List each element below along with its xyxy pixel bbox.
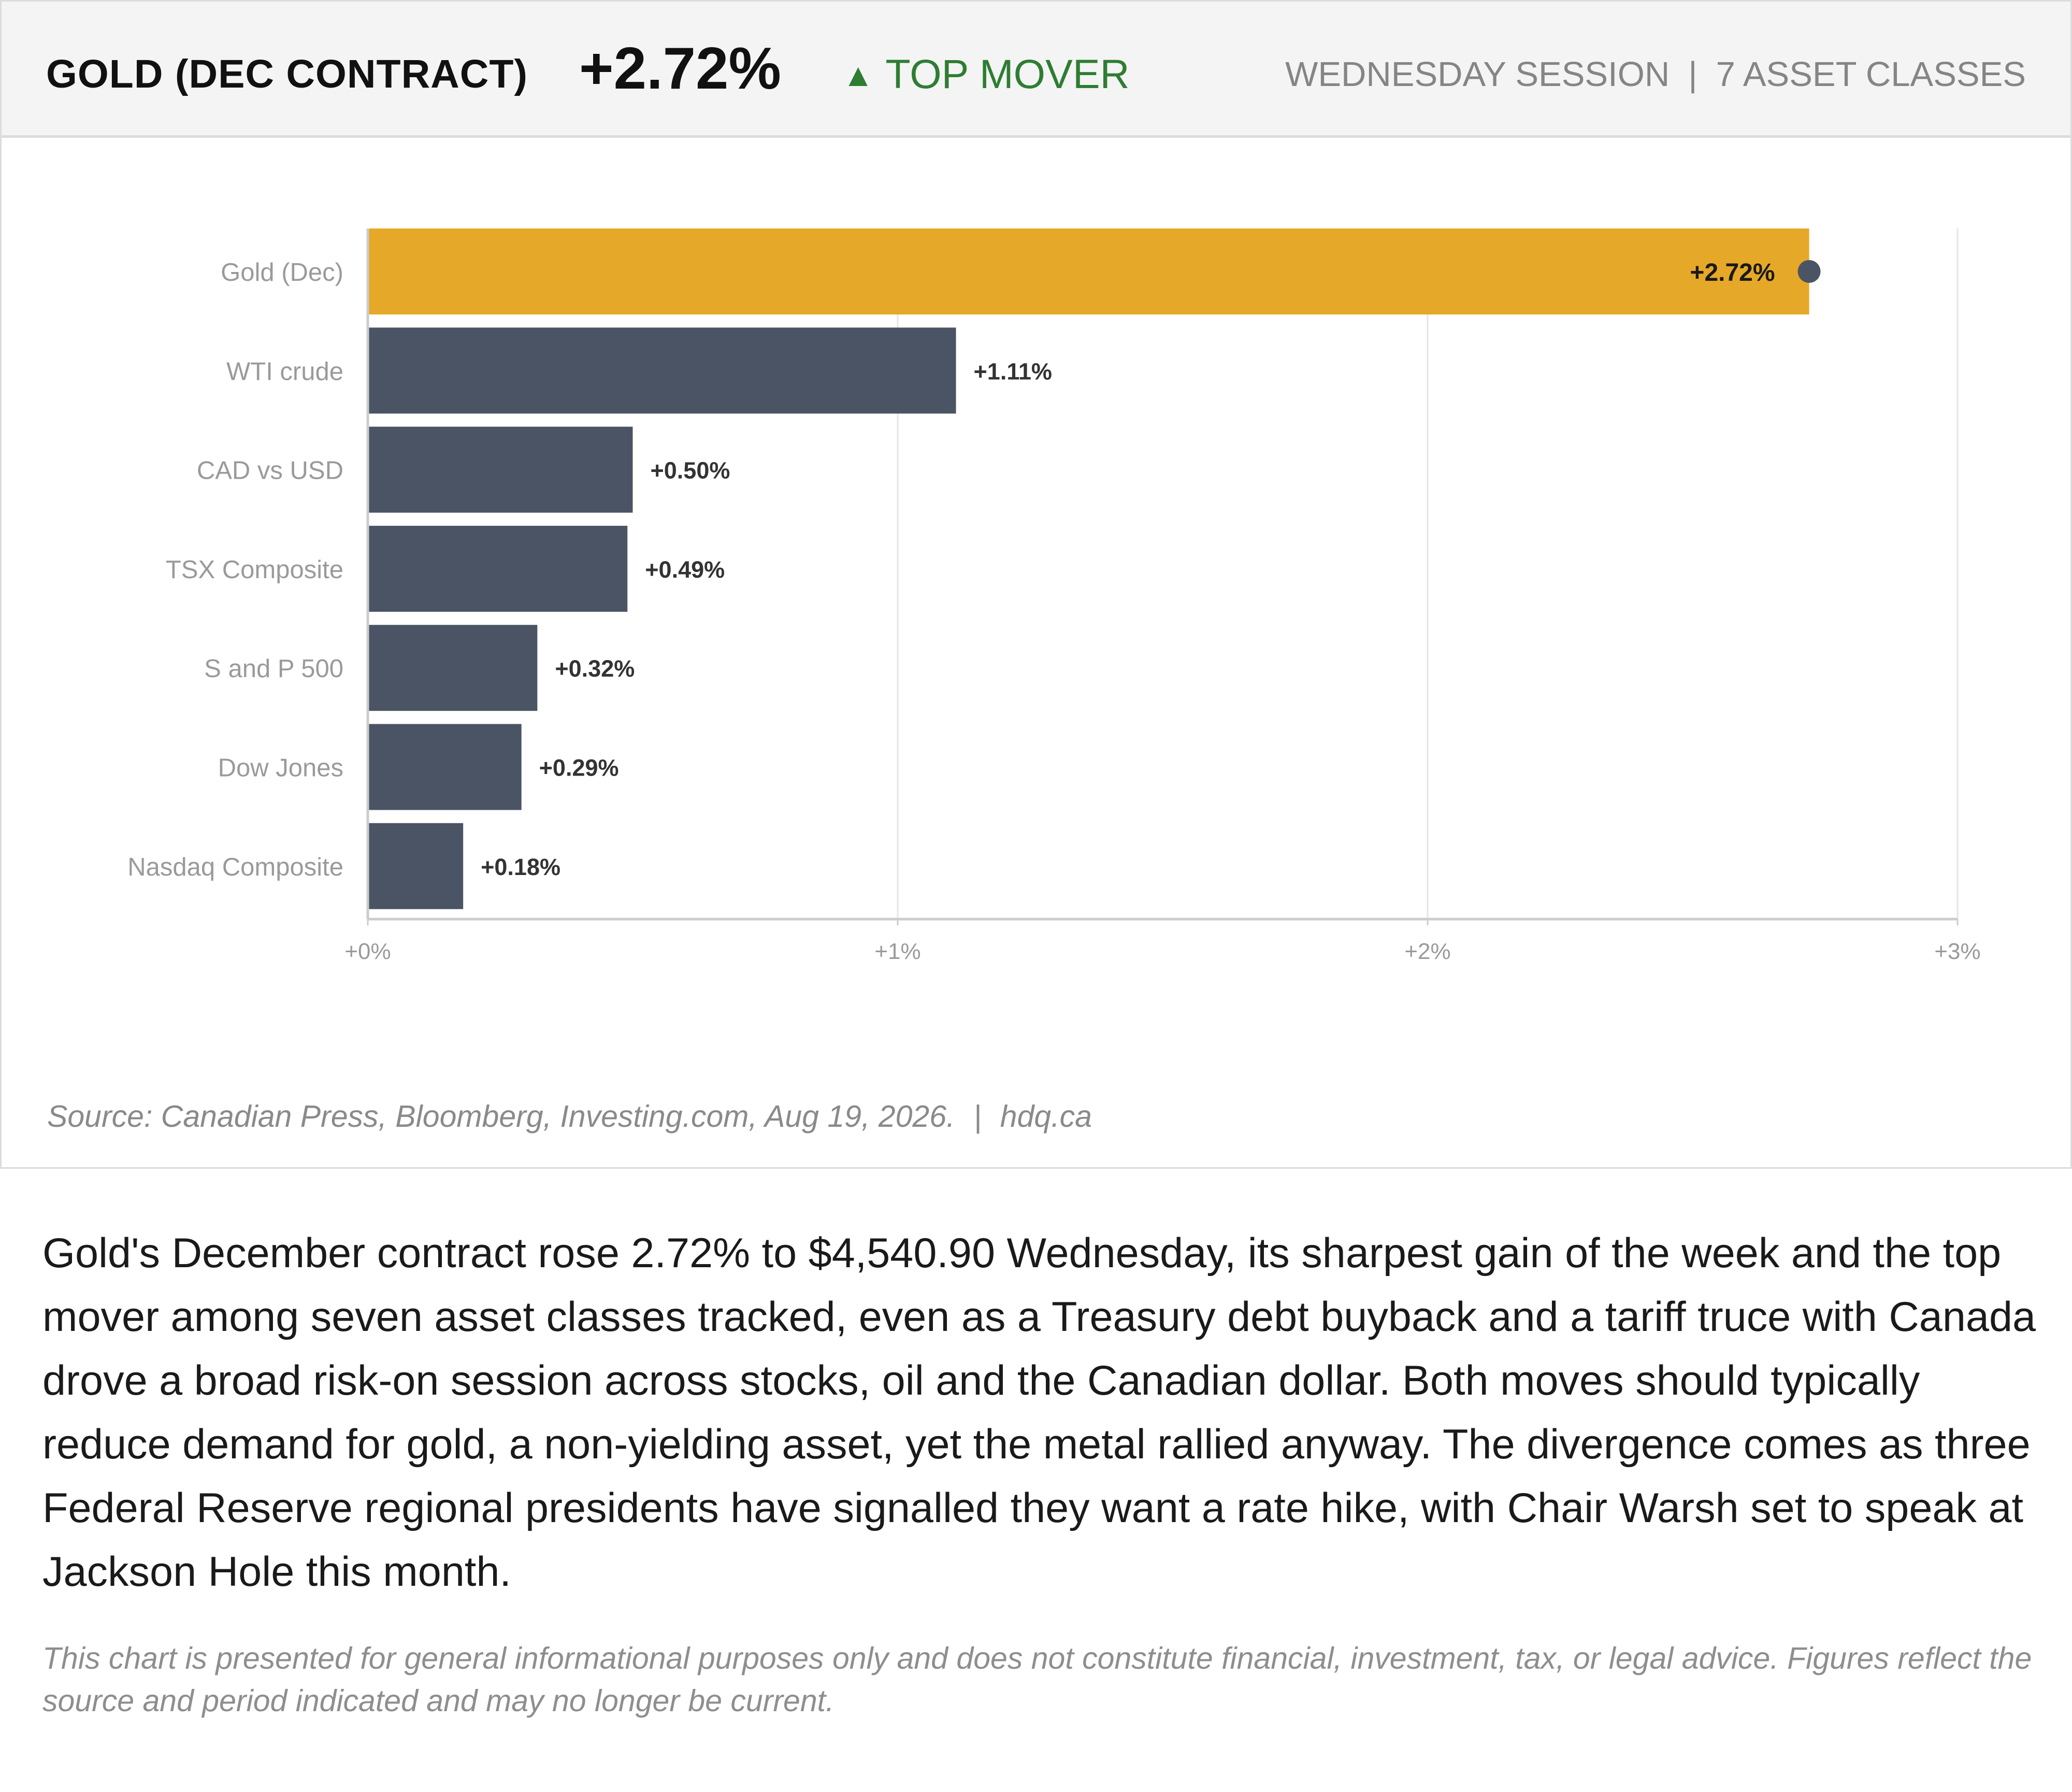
- category-label: Nasdaq Composite: [127, 853, 343, 881]
- value-label: +0.50%: [651, 457, 730, 484]
- header-title: GOLD (DEC CONTRACT): [46, 52, 528, 96]
- bar: [368, 228, 1809, 314]
- top-mover-marker: [1797, 260, 1821, 283]
- top-mover-label: TOP MOVER: [885, 51, 1130, 97]
- category-label: CAD vs USD: [197, 457, 343, 485]
- value-label: +0.49%: [645, 556, 725, 583]
- bars: Gold (Dec) +2.72% WTI crude +1.11% CAD vs US…: [127, 228, 1821, 909]
- source-text: Source: Canadian Press, Bloomberg, Inves…: [47, 1099, 955, 1134]
- category-label: Dow Jones: [218, 754, 343, 782]
- bar-chart: Gold (Dec) +2.72% WTI crude +1.11% CAD vs US…: [127, 228, 1981, 964]
- tick-label: +1%: [874, 939, 920, 964]
- tick-label: +2%: [1404, 939, 1450, 964]
- category-label: WTI crude: [226, 357, 343, 385]
- chart-card: GOLD (DEC CONTRACT) +2.72% ▲ TOP MOVER WE…: [0, 0, 2072, 1169]
- up-arrow-icon: ▲: [842, 58, 874, 93]
- meta-separator: |: [1688, 55, 1697, 94]
- category-label: Gold (Dec): [221, 259, 343, 286]
- source-separator: |: [973, 1099, 982, 1134]
- source-site: hdq.ca: [1000, 1099, 1092, 1134]
- value-label: +0.29%: [539, 755, 619, 781]
- disclaimer-text: This chart is presented for general info…: [42, 1641, 2032, 1718]
- source-line: Source: Canadian Press, Bloomberg, Inves…: [47, 1099, 1092, 1134]
- session-meta: WEDNESDAY SESSION | 7 ASSET CLASSES: [1285, 54, 2026, 94]
- bar: [368, 625, 538, 711]
- header-value: +2.72%: [579, 36, 781, 102]
- article-paragraph: Gold's December contract rose 2.72% to $…: [42, 1230, 2036, 1595]
- tick-label: +3%: [1934, 939, 1980, 964]
- bar: [368, 327, 956, 414]
- category-label: TSX Composite: [166, 556, 343, 584]
- value-label: +1.11%: [974, 358, 1052, 384]
- value-label: +0.18%: [481, 854, 560, 880]
- session-label: WEDNESDAY SESSION: [1285, 55, 1670, 94]
- bar: [368, 525, 628, 612]
- asset-count-label: 7 ASSET CLASSES: [1716, 55, 2026, 94]
- value-label: +0.32%: [555, 655, 635, 682]
- value-label: +2.72%: [1690, 259, 1775, 286]
- bar: [368, 426, 633, 513]
- chart-header: GOLD (DEC CONTRACT) +2.72% ▲ TOP MOVER WE…: [2, 2, 2070, 138]
- x-axis: +0% +1% +2% +3%: [344, 228, 1981, 964]
- top-mover-badge: ▲ TOP MOVER: [842, 50, 1130, 98]
- bar: [368, 724, 522, 810]
- tick-label: +0%: [344, 939, 391, 964]
- grid-lines: [897, 228, 1959, 920]
- category-label: S and P 500: [204, 655, 343, 683]
- bar: [368, 823, 464, 909]
